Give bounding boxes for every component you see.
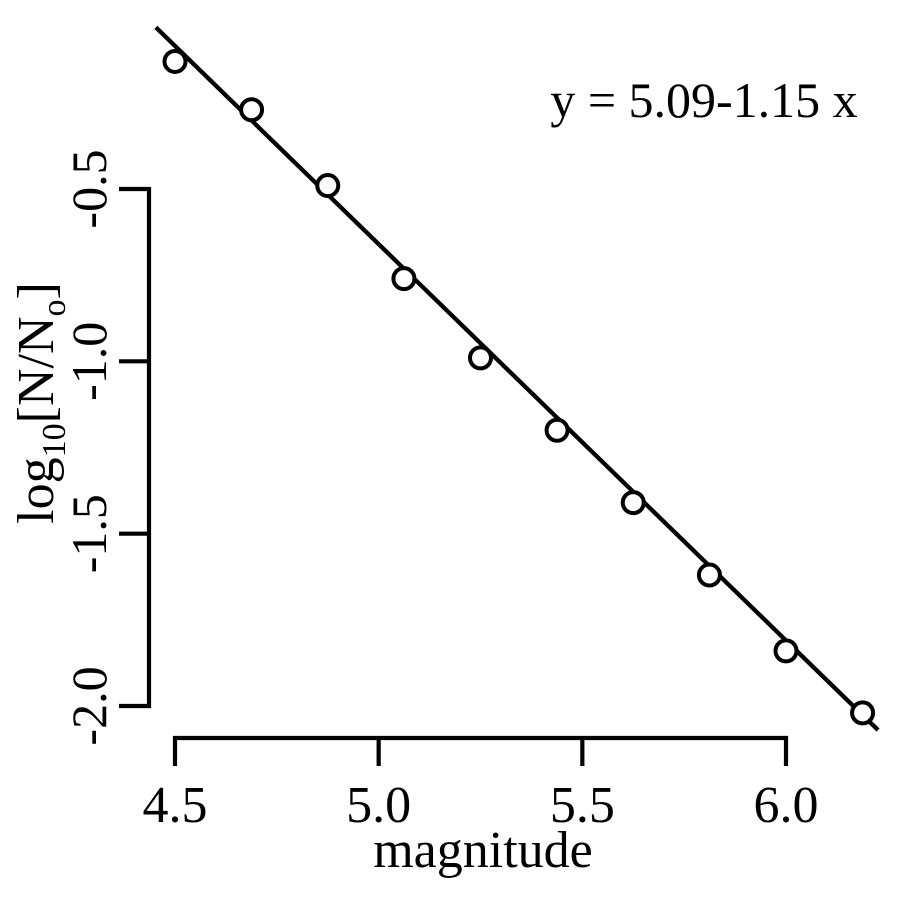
points-group <box>162 48 876 726</box>
equation-annotation: y = 5.09-1.15 x <box>550 72 857 128</box>
y-tick-label: -0.5 <box>61 149 117 228</box>
x-tick-label: 5.0 <box>346 777 411 834</box>
fit-line-group <box>154 25 880 732</box>
data-point <box>773 638 799 664</box>
data-point <box>239 97 265 123</box>
x-tick-label: 4.5 <box>143 777 208 834</box>
y-tick-label: -1.0 <box>61 322 117 401</box>
fit-line <box>154 25 880 732</box>
y-tick-label: -2.0 <box>61 666 117 745</box>
data-point <box>162 48 188 74</box>
data-point <box>850 700 876 726</box>
data-point <box>391 266 417 292</box>
data-point <box>544 417 570 443</box>
x-tick-label: 6.0 <box>754 777 819 834</box>
x-tick-label: 5.5 <box>550 777 615 834</box>
y-axis-title: log10[N/No] <box>8 282 73 524</box>
data-point <box>468 345 493 371</box>
x-axis-title: magnitude <box>373 822 593 879</box>
data-point <box>696 562 722 588</box>
y-tick-label: -1.5 <box>61 494 117 573</box>
axes-group <box>119 186 789 766</box>
y-axis-line <box>119 186 152 709</box>
data-point <box>620 490 646 516</box>
data-point <box>315 173 341 199</box>
x-axis-line <box>172 735 789 766</box>
labels-group: y = 5.09-1.15 x magnitude log10[N/No] -0… <box>8 72 858 879</box>
